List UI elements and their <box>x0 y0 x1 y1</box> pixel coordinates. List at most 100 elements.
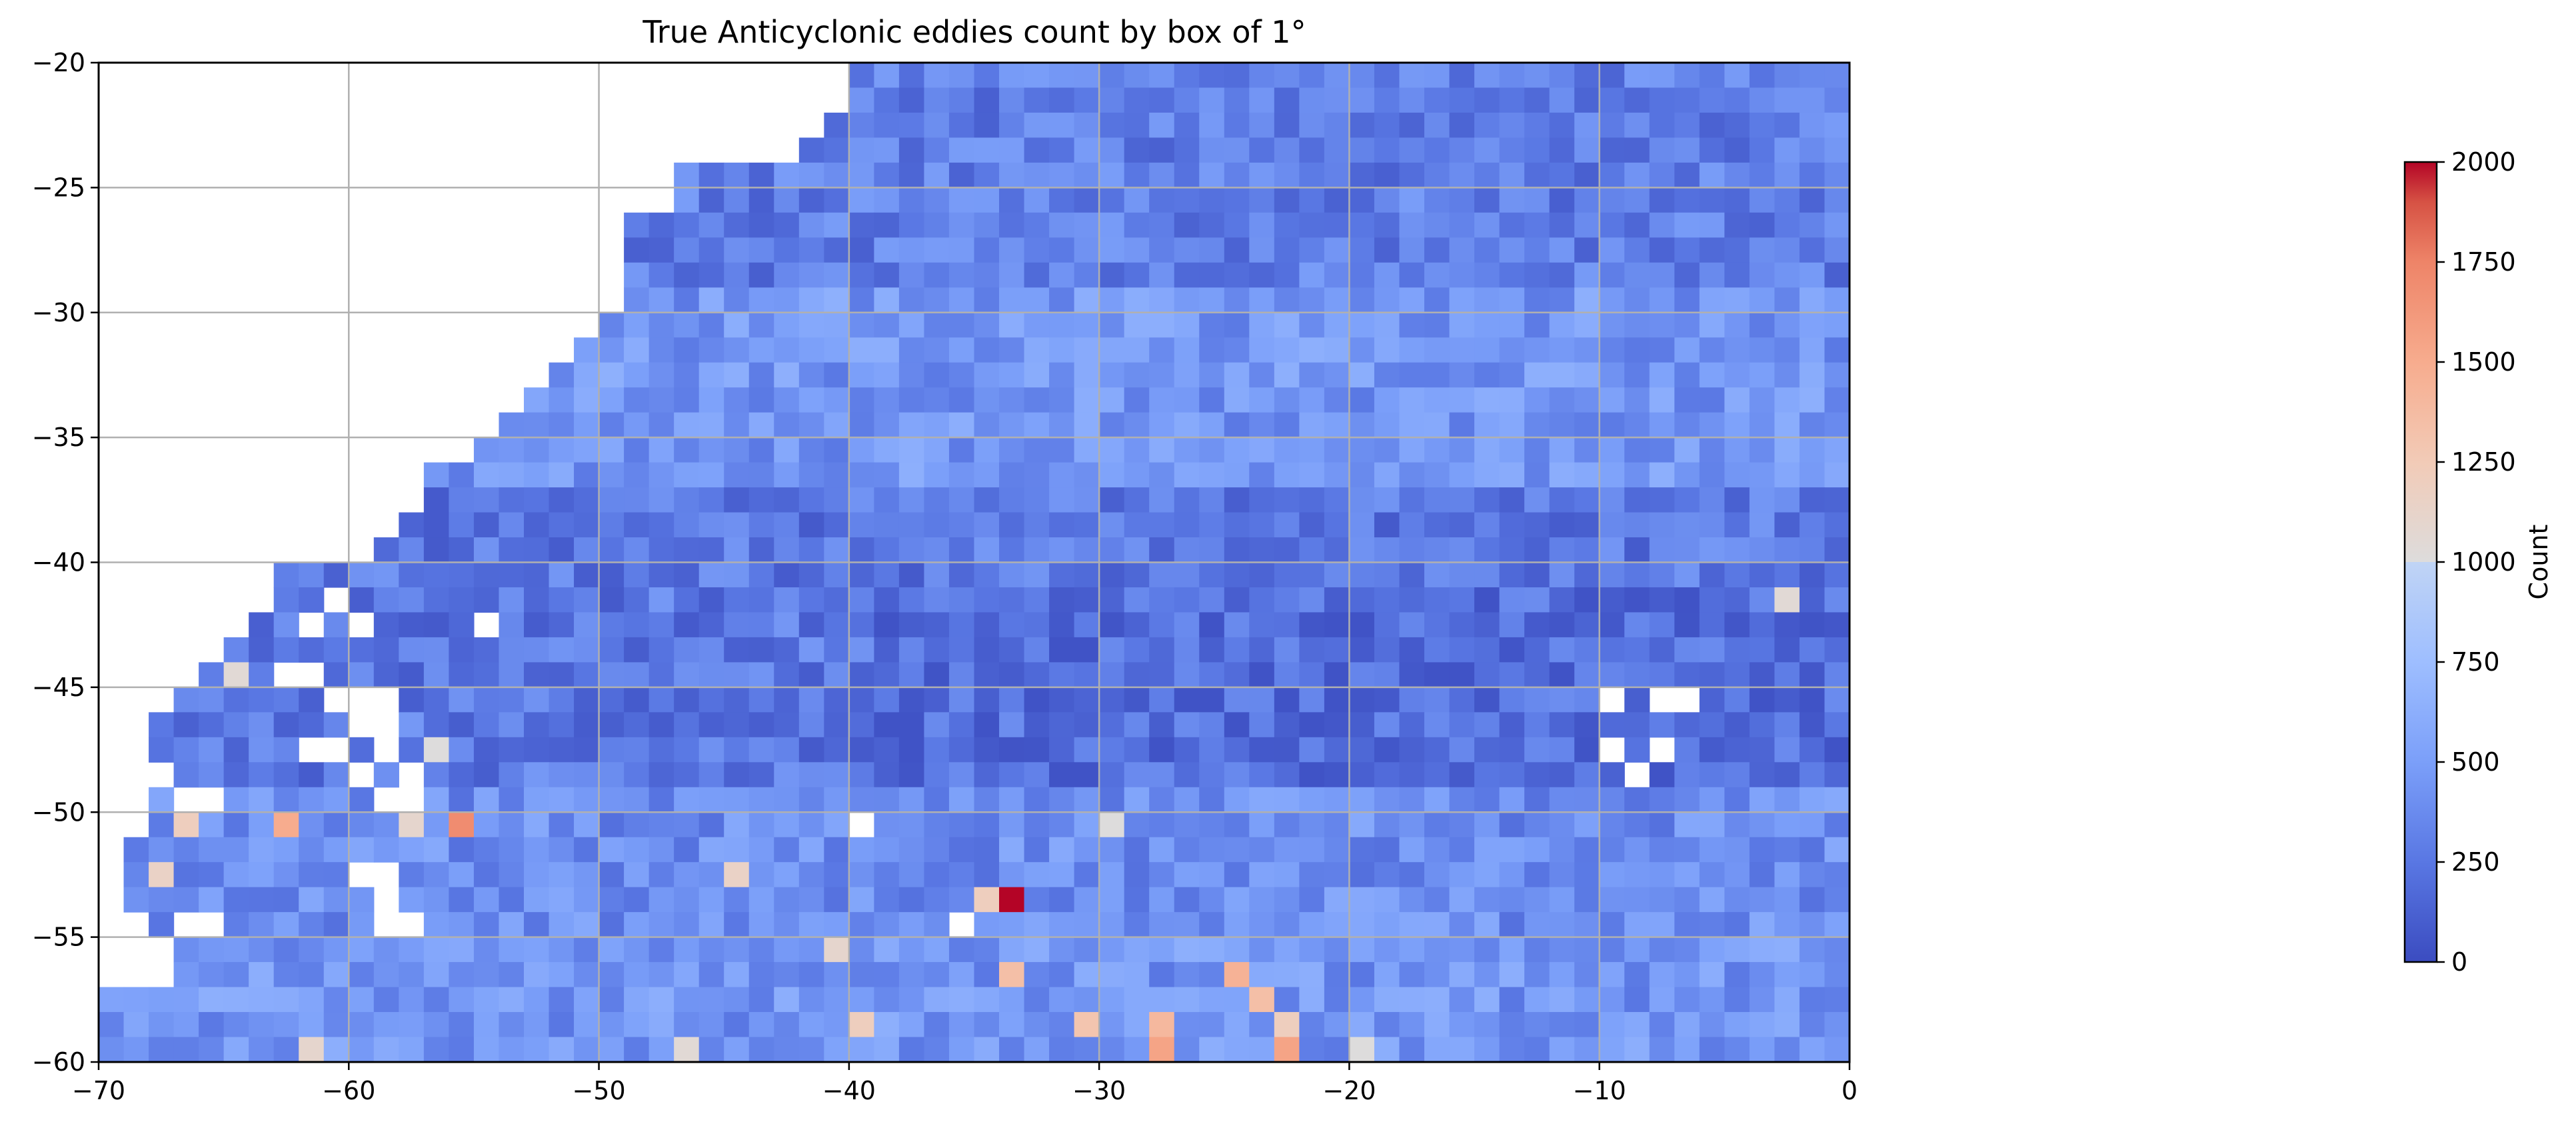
heatmap-cell <box>549 887 575 913</box>
heatmap-cell <box>924 87 950 113</box>
heatmap-cell <box>774 862 800 888</box>
heatmap-cell <box>1074 437 1100 463</box>
heatmap-cell <box>724 687 750 713</box>
heatmap-cell <box>798 137 824 163</box>
heatmap-cell <box>323 662 349 688</box>
heatmap-cell <box>1324 687 1350 713</box>
heatmap-cell <box>423 887 449 913</box>
heatmap-cell <box>898 712 925 738</box>
heatmap-cell <box>1349 1037 1375 1063</box>
heatmap-cell <box>1649 287 1675 313</box>
heatmap-cell <box>123 862 149 888</box>
heatmap-cell <box>948 887 975 913</box>
heatmap-cell <box>948 712 975 738</box>
heatmap-cell <box>874 162 900 188</box>
heatmap-cell <box>1199 962 1225 988</box>
heatmap-cell <box>748 287 774 313</box>
heatmap-cell <box>1099 537 1125 563</box>
heatmap-cell <box>473 887 500 913</box>
heatmap-cell <box>724 937 750 963</box>
heatmap-cell <box>1199 337 1225 363</box>
heatmap-cell <box>774 1037 800 1063</box>
heatmap-cell <box>1199 437 1225 463</box>
heatmap-cell <box>1324 412 1350 438</box>
heatmap-cell <box>1524 562 1550 588</box>
heatmap-cell <box>1149 937 1175 963</box>
heatmap-cell <box>1049 712 1075 738</box>
heatmap-cell <box>1449 662 1475 688</box>
heatmap-cell <box>1749 962 1776 988</box>
heatmap-cell <box>1474 262 1500 288</box>
heatmap-cell <box>1624 737 1650 763</box>
heatmap-cell <box>173 687 199 713</box>
heatmap-cell <box>1099 662 1125 688</box>
heatmap-cell <box>748 187 774 213</box>
heatmap-cell <box>1599 962 1625 988</box>
heatmap-cell <box>1074 237 1100 263</box>
heatmap-cell <box>249 987 275 1013</box>
heatmap-cell <box>1599 237 1625 263</box>
heatmap-cell <box>1824 237 1850 263</box>
heatmap-cell <box>1499 612 1525 638</box>
heatmap-cell <box>1374 437 1400 463</box>
heatmap-cell <box>999 662 1025 688</box>
heatmap-cell <box>1524 762 1550 788</box>
heatmap-cell <box>948 512 975 538</box>
heatmap-cell <box>1249 987 1275 1013</box>
heatmap-cell <box>1224 587 1250 613</box>
heatmap-cell <box>1649 587 1675 613</box>
heatmap-cell <box>1099 562 1125 588</box>
heatmap-cell <box>1274 887 1300 913</box>
heatmap-cell <box>1674 63 1700 89</box>
heatmap-cell <box>349 1037 375 1063</box>
heatmap-cell <box>1324 462 1350 488</box>
heatmap-cell <box>599 937 625 963</box>
heatmap-cell <box>774 562 800 588</box>
heatmap-cell <box>1049 987 1075 1013</box>
heatmap-cell <box>1449 137 1475 163</box>
heatmap-cell <box>1649 387 1675 413</box>
heatmap-cell <box>599 737 625 763</box>
heatmap-cell <box>599 887 625 913</box>
heatmap-cell <box>423 762 449 788</box>
heatmap-cell <box>1549 587 1575 613</box>
heatmap-cell <box>1024 712 1050 738</box>
heatmap-cell <box>349 662 375 688</box>
heatmap-cell <box>698 912 724 938</box>
heatmap-cell <box>1799 512 1826 538</box>
heatmap-cell <box>599 537 625 563</box>
heatmap-cell <box>824 637 850 663</box>
heatmap-cell <box>724 662 750 688</box>
heatmap-cell <box>149 837 175 863</box>
heatmap-cell <box>1749 362 1776 388</box>
heatmap-cell <box>1399 187 1425 213</box>
heatmap-cell <box>1124 187 1150 213</box>
heatmap-cell <box>1624 412 1650 438</box>
heatmap-cell <box>499 837 525 863</box>
heatmap-cell <box>574 787 600 813</box>
colorbar-tick-label: 1000 <box>2451 547 2516 577</box>
heatmap-cell <box>1449 937 1475 963</box>
heatmap-cell <box>1449 587 1475 613</box>
heatmap-cell <box>848 237 874 263</box>
heatmap-cell <box>399 712 425 738</box>
heatmap-cell <box>1499 837 1525 863</box>
heatmap-cell <box>1574 87 1600 113</box>
heatmap-cell <box>499 887 525 913</box>
heatmap-cell <box>1399 362 1425 388</box>
heatmap-cell <box>1774 63 1800 89</box>
heatmap-cell <box>273 1012 299 1038</box>
heatmap-cell <box>1699 937 1725 963</box>
heatmap-cell <box>648 587 674 613</box>
heatmap-cell <box>1274 387 1300 413</box>
heatmap-cell <box>1224 637 1250 663</box>
heatmap-cell <box>1349 137 1375 163</box>
heatmap-cell <box>624 362 650 388</box>
heatmap-cell <box>473 637 500 663</box>
heatmap-cell <box>1799 412 1826 438</box>
heatmap-cell <box>1749 412 1776 438</box>
heatmap-cell <box>1224 937 1250 963</box>
heatmap-cell <box>1149 187 1175 213</box>
colorbar-tick-label: 1750 <box>2451 247 2516 277</box>
heatmap-cell <box>748 512 774 538</box>
